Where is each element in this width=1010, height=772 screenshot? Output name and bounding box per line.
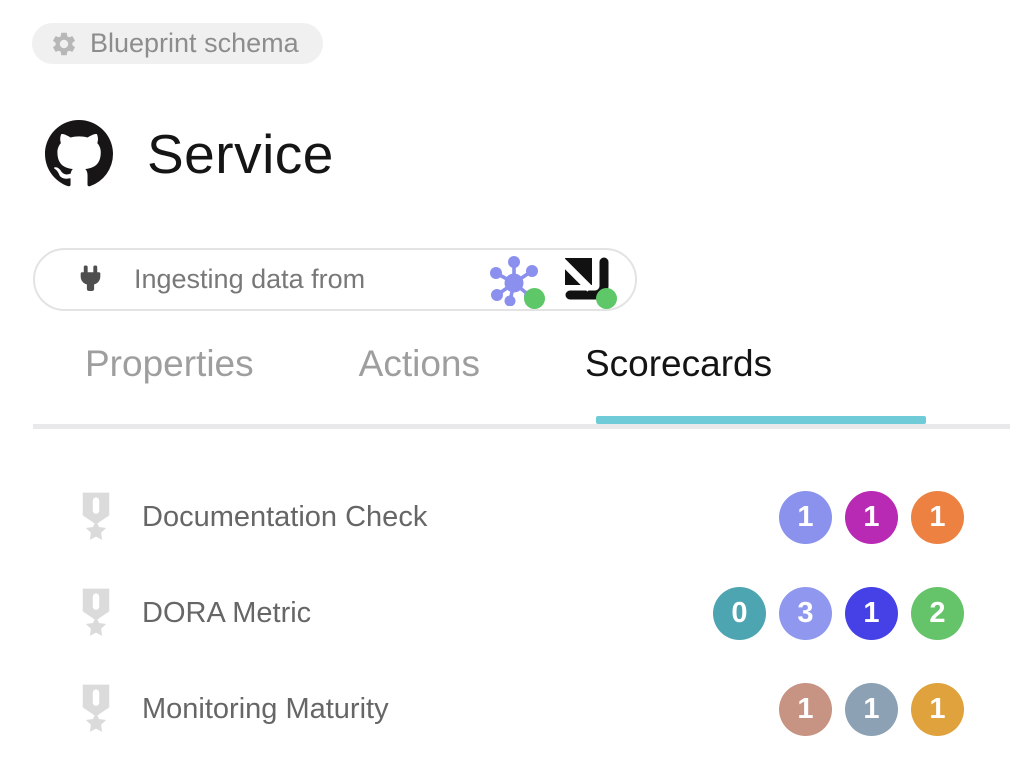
level-count-badge[interactable]: 1 — [911, 490, 964, 544]
gear-icon — [53, 32, 75, 55]
code-quality-integration-icon[interactable] — [561, 254, 617, 309]
level-count-badge[interactable]: 1 — [779, 682, 832, 736]
blueprint-schema-label: Blueprint schema — [90, 28, 299, 58]
plug-icon — [80, 265, 101, 291]
medal-icon — [82, 492, 110, 540]
cluster-graph-glyph — [490, 255, 538, 306]
header: Service — [45, 120, 334, 188]
level-count-badge[interactable]: 1 — [845, 490, 898, 544]
tab-strip: Properties Actions Scorecards — [0, 338, 1010, 390]
ingesting-data-pill[interactable]: Ingesting data from — [33, 248, 637, 311]
cluster-integration-icon[interactable] — [489, 254, 545, 309]
level-count-badge[interactable]: 3 — [779, 586, 832, 640]
ingesting-data-label: Ingesting data from — [134, 264, 366, 294]
level-count-badge[interactable]: 1 — [845, 586, 898, 640]
tab-actions[interactable]: Actions — [358, 343, 480, 384]
level-count-badge[interactable]: 0 — [713, 586, 766, 640]
medal-icon — [82, 684, 110, 732]
medal-icon — [82, 588, 110, 636]
blueprint-schema-badge[interactable]: Blueprint schema — [32, 23, 323, 64]
scorecard-name: Documentation Check — [142, 500, 428, 533]
tab-properties[interactable]: Properties — [85, 343, 254, 384]
active-tab-underline — [596, 416, 926, 424]
tab-divider — [33, 424, 1010, 429]
level-count-badge[interactable]: 1 — [911, 682, 964, 736]
level-count-badge[interactable]: 1 — [779, 490, 832, 544]
integration-status-dot — [596, 287, 617, 309]
scorecard-name: DORA Metric — [142, 596, 312, 629]
tab-scorecards[interactable]: Scorecards — [584, 343, 773, 384]
integration-status-dot — [524, 287, 545, 309]
scorecard-name: Monitoring Maturity — [142, 692, 389, 725]
page-title: Service — [147, 123, 334, 185]
github-logo-icon — [45, 120, 113, 187]
tabs: Properties Actions Scorecards — [0, 338, 1010, 433]
level-count-badge[interactable]: 1 — [845, 682, 898, 736]
level-count-badge[interactable]: 2 — [911, 586, 964, 640]
